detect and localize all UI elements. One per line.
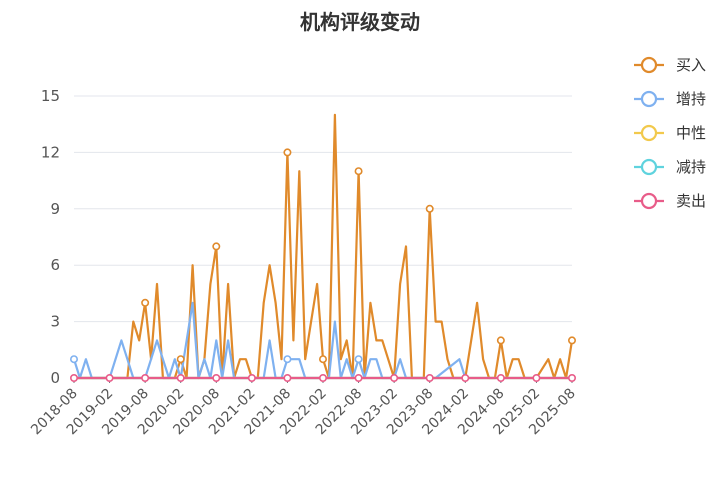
grid-lines <box>74 95 572 323</box>
data-point[interactable] <box>567 373 576 382</box>
data-point[interactable] <box>425 204 434 213</box>
data-point[interactable] <box>141 373 150 382</box>
data-point[interactable] <box>141 298 150 307</box>
legend-swatch-marker <box>640 56 658 74</box>
data-point[interactable] <box>176 355 185 364</box>
data-point[interactable] <box>105 373 114 382</box>
data-point[interactable] <box>283 148 292 157</box>
data-point[interactable] <box>70 373 79 382</box>
legend-swatch-marker <box>640 158 658 176</box>
legend-item[interactable]: 卖出 <box>634 192 706 210</box>
y-tick-label: 15 <box>41 87 60 105</box>
series-line <box>74 113 574 380</box>
data-point[interactable] <box>283 355 292 364</box>
data-point[interactable] <box>496 373 505 382</box>
x-axis-ticks: 2018-082019-022019-082020-022020-082021-… <box>28 378 579 438</box>
data-point[interactable] <box>176 373 185 382</box>
series-line <box>72 301 467 380</box>
y-axis-ticks: 0 3 6 9 12 15 <box>41 87 60 387</box>
data-point[interactable] <box>390 373 399 382</box>
data-point[interactable] <box>425 373 434 382</box>
y-tick-label: 0 <box>50 369 60 387</box>
data-point[interactable] <box>212 373 221 382</box>
legend-item[interactable]: 买入 <box>634 56 706 74</box>
data-point[interactable] <box>283 373 292 382</box>
data-point[interactable] <box>567 336 576 345</box>
data-point[interactable] <box>354 167 363 176</box>
y-tick-label: 3 <box>50 313 60 331</box>
data-point[interactable] <box>247 373 256 382</box>
y-tick-label: 6 <box>50 256 60 274</box>
data-point[interactable] <box>496 336 505 345</box>
data-point[interactable] <box>318 373 327 382</box>
legend-item[interactable]: 减持 <box>634 158 706 176</box>
legend-label: 中性 <box>676 124 706 142</box>
legend-swatch-marker <box>640 192 658 210</box>
data-point[interactable] <box>461 373 470 382</box>
legend-item[interactable]: 中性 <box>634 124 706 142</box>
legend-label: 卖出 <box>676 192 706 210</box>
data-point[interactable] <box>212 242 221 251</box>
legend-item[interactable]: 增持 <box>634 90 706 108</box>
legend-label: 增持 <box>676 90 706 108</box>
y-tick-label: 9 <box>50 200 60 218</box>
legend-swatch-marker <box>640 124 658 142</box>
legend-label: 买入 <box>676 56 706 74</box>
data-point[interactable] <box>318 355 327 364</box>
legend-label: 减持 <box>676 158 706 176</box>
y-tick-label: 12 <box>41 143 60 161</box>
data-point[interactable] <box>532 373 541 382</box>
legend-swatch-marker <box>640 90 658 108</box>
data-point[interactable] <box>354 355 363 364</box>
series-markers <box>70 148 576 382</box>
series-lines <box>72 113 574 380</box>
data-point[interactable] <box>70 355 79 364</box>
data-point[interactable] <box>354 373 363 382</box>
chart-title: 机构评级变动 <box>300 10 420 34</box>
